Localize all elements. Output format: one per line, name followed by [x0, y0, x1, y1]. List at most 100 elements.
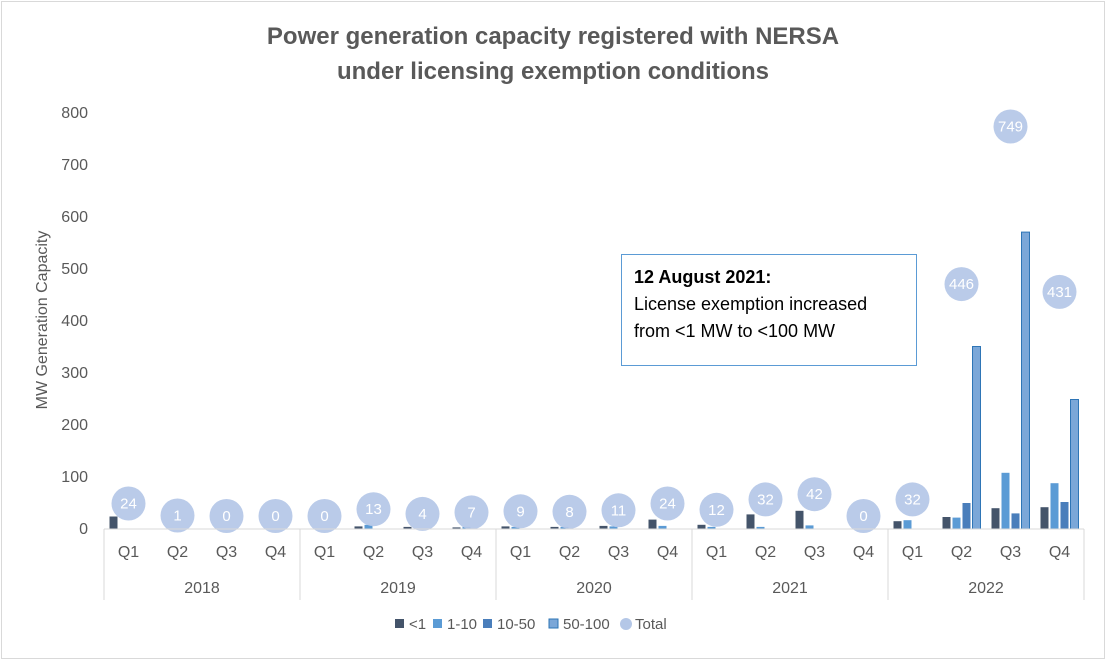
bar-1_10-2020-Q3	[609, 526, 618, 529]
bar-_1-2021-Q2	[746, 514, 755, 529]
x-tick-label-quarter: Q3	[1000, 544, 1021, 561]
y-tick-label: 400	[61, 313, 88, 330]
total-marker	[895, 482, 930, 517]
y-tick-label: 500	[61, 261, 88, 278]
total-marker	[797, 477, 832, 512]
x-tick-label-quarter: Q3	[804, 544, 825, 561]
chart-title-line-2: under licensing exemption conditions	[337, 58, 769, 85]
bar-_1-2019-Q4	[452, 527, 461, 529]
total-marker	[111, 486, 146, 521]
bar-_1-2018-Q1	[109, 516, 118, 529]
total-marker	[993, 109, 1028, 144]
legend-label: <1	[409, 616, 426, 633]
x-tick-label-quarter: Q2	[363, 544, 384, 561]
bar-_1-2022-Q1	[893, 521, 902, 529]
total-marker	[356, 492, 391, 527]
legend-swatch	[620, 618, 632, 630]
y-tick-label: 700	[61, 157, 88, 174]
bar-_1-2020-Q4	[648, 519, 657, 529]
bar-_1-2019-Q2	[354, 526, 363, 529]
total-marker	[454, 495, 489, 530]
legend-label: 10-50	[497, 616, 535, 633]
legend-label: 50-100	[563, 616, 610, 633]
total-marker	[1042, 274, 1077, 309]
total-marker	[405, 496, 440, 531]
y-tick-label: 200	[61, 417, 88, 434]
bar-_1-2022-Q4	[1040, 507, 1049, 529]
bar-_1-2021-Q1	[697, 524, 706, 529]
x-tick-label-quarter: Q2	[755, 544, 776, 561]
total-data-label: 0	[320, 508, 328, 525]
total-marker	[944, 267, 979, 302]
total-data-label: 0	[222, 508, 230, 525]
bar-1_10-2022-Q1	[903, 520, 912, 529]
x-tick-label-year: 2021	[772, 580, 808, 597]
total-marker	[552, 494, 587, 529]
total-data-label: 7	[467, 504, 475, 521]
x-tick-label-year: 2019	[380, 580, 416, 597]
annotation-box: 12 August 2021: License exemption increa…	[621, 254, 917, 366]
total-data-label: 9	[516, 503, 524, 520]
x-tick-label-quarter: Q1	[902, 544, 923, 561]
y-axis-title: MW Generation Capacity	[34, 231, 51, 410]
bar-1_10-2020-Q4	[658, 525, 667, 529]
total-data-label: 12	[708, 502, 725, 519]
x-tick-label-quarter: Q3	[412, 544, 433, 561]
bar-10_50-2022-Q3	[1011, 513, 1020, 529]
total-data-label: 4	[418, 506, 426, 523]
total-marker	[601, 493, 636, 528]
total-marker	[503, 494, 538, 529]
legend-swatch	[433, 619, 442, 628]
total-data-label: 32	[904, 491, 921, 508]
legend-swatch	[395, 619, 404, 628]
bar-_1-2022-Q2	[942, 517, 951, 529]
total-data-label: 749	[998, 119, 1023, 136]
x-tick-label-quarter: Q4	[1049, 544, 1070, 561]
y-tick-label: 0	[79, 521, 88, 538]
x-tick-label-quarter: Q1	[314, 544, 335, 561]
bar-1_10-2019-Q2	[364, 524, 373, 529]
x-tick-label-quarter: Q1	[706, 544, 727, 561]
total-data-label: 0	[859, 508, 867, 525]
total-marker	[209, 499, 244, 533]
bar-50_100-2022-Q3	[1021, 231, 1030, 530]
total-data-label: 13	[365, 501, 382, 518]
total-marker	[258, 499, 293, 533]
total-marker	[160, 498, 195, 533]
total-data-label: 24	[120, 496, 137, 513]
bar-10_50-2022-Q2	[962, 503, 971, 529]
total-data-label: 431	[1047, 284, 1072, 301]
x-tick-label-quarter: Q2	[167, 544, 188, 561]
y-tick-label: 600	[61, 209, 88, 226]
total-marker	[748, 482, 783, 517]
x-tick-label-quarter: Q3	[608, 544, 629, 561]
x-tick-label-year: 2018	[184, 580, 220, 597]
bar-1_10-2022-Q2	[952, 517, 961, 529]
chart-title-line-1: Power generation capacity registered wit…	[267, 23, 839, 50]
total-marker	[846, 499, 881, 533]
bar-1_10-2022-Q4	[1050, 483, 1059, 529]
total-data-label: 0	[271, 508, 279, 525]
bar-1_10-2021-Q3	[805, 525, 814, 529]
x-tick-label-quarter: Q4	[461, 544, 482, 561]
annotation-line-2: from <1 MW to <100 MW	[634, 321, 836, 341]
bar-_1-2020-Q3	[599, 525, 608, 529]
total-marker	[650, 486, 685, 521]
bar-50_100-2022-Q2	[972, 346, 981, 530]
x-tick-label-quarter: Q4	[657, 544, 678, 561]
legend-swatch	[548, 618, 559, 629]
bar-50_100-2022-Q4	[1070, 399, 1079, 530]
total-data-label: 1	[173, 508, 181, 525]
annotation-line-1: License exemption increased	[634, 294, 868, 314]
total-data-label: 446	[949, 276, 974, 293]
legend-label: 1-10	[447, 616, 477, 633]
bar-_1-2020-Q1	[501, 526, 510, 529]
y-tick-label: 800	[61, 105, 88, 122]
x-tick-label-quarter: Q1	[118, 544, 139, 561]
bar-1_10-2021-Q1	[707, 526, 716, 529]
y-tick-label: 100	[61, 469, 88, 486]
total-data-label: 8	[565, 504, 573, 521]
legend-swatch	[483, 619, 492, 628]
